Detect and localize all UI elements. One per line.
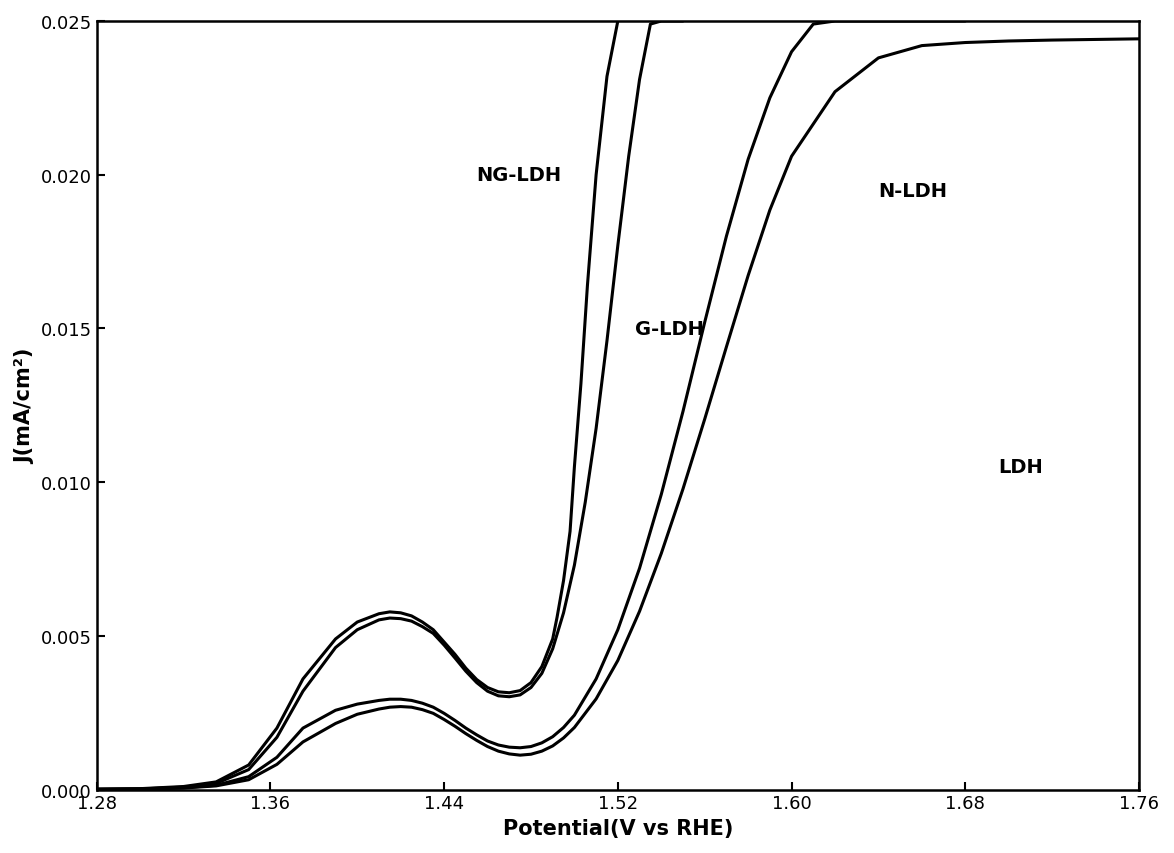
Y-axis label: J(mA/cm²): J(mA/cm²): [15, 348, 35, 463]
X-axis label: Potential(V vs RHE): Potential(V vs RHE): [502, 818, 733, 838]
Text: NG-LDH: NG-LDH: [477, 166, 562, 185]
Text: G-LDH: G-LDH: [635, 320, 704, 339]
Text: N-LDH: N-LDH: [878, 182, 947, 200]
Text: LDH: LDH: [998, 458, 1043, 477]
